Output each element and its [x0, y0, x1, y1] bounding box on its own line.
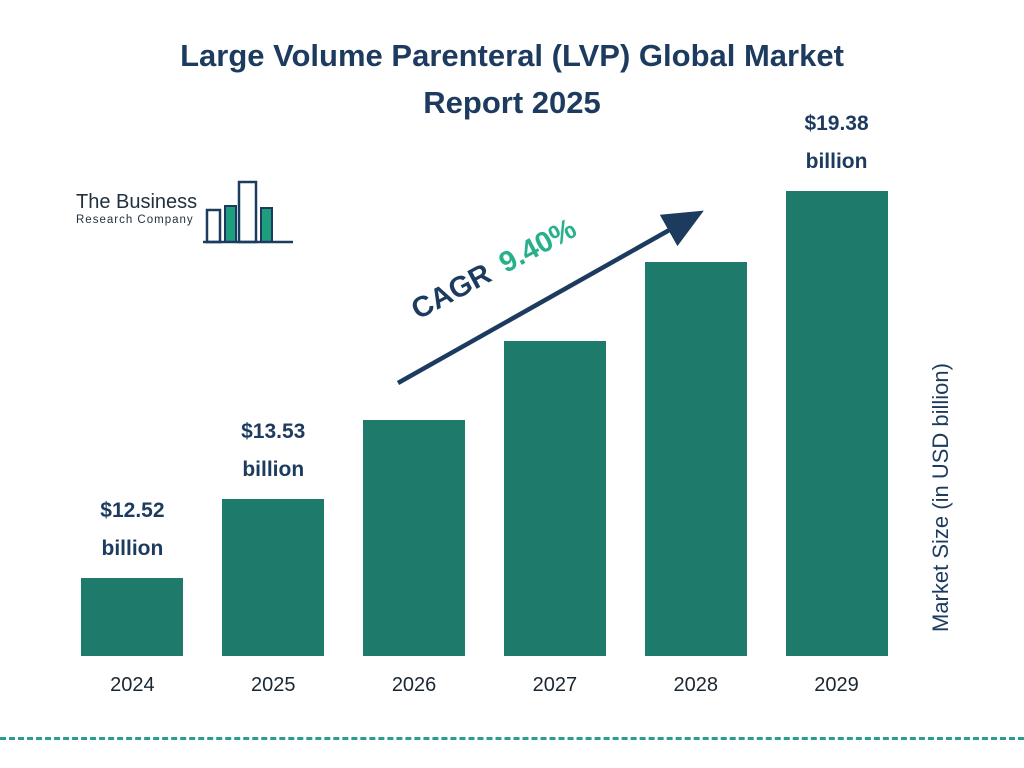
bar-unit-2029: billion: [805, 150, 868, 173]
bar-value-2029: $19.38: [804, 112, 869, 135]
bar-column-2027: 2027: [484, 105, 625, 697]
bar-2027: [503, 341, 606, 656]
x-tick-2026: 2026: [391, 674, 437, 696]
x-tick-2024: 2024: [110, 674, 155, 696]
bar-2028: [644, 262, 747, 656]
chart-title: Large Volume Parenteral (LVP) Global Mar…: [0, 32, 1024, 126]
bar-2024: [81, 578, 184, 656]
bar-column-2025: $13.53 billion 2025: [203, 105, 344, 697]
x-tick-2029: 2029: [814, 674, 859, 696]
bar-column-2028: 2028: [625, 105, 766, 697]
x-tick-2025: 2025: [250, 674, 296, 696]
company-logo-subtitle: Research Company: [76, 214, 194, 226]
bar-unit-2024: billion: [101, 537, 164, 560]
bar-value-label-2025: $13.53 billion: [241, 413, 305, 489]
company-logo-text: The Business Research Company: [76, 191, 197, 248]
bar-column-2024: $12.52 billion 2024: [62, 105, 203, 697]
bar-2029: [785, 191, 888, 656]
x-tick-2027: 2027: [532, 674, 578, 696]
bar-column-2026: 2026: [344, 105, 485, 697]
bar-unit-2025: billion: [242, 458, 305, 481]
bar-column-2029: $19.38 billion 2029: [766, 105, 907, 697]
company-logo: The Business Research Company: [76, 178, 295, 248]
bar-value-2024: $12.52: [100, 499, 165, 522]
bottom-dashed-divider: [0, 737, 1024, 740]
x-tick-2028: 2028: [673, 674, 718, 696]
bar-value-label-2024: $12.52 billion: [100, 492, 164, 568]
bar-2026: [363, 420, 466, 656]
company-logo-name: The Business: [76, 191, 198, 213]
chart-title-line2: Report 2025: [423, 85, 601, 120]
logo-bar-chart-icon: [203, 180, 294, 244]
y-axis-label: Market Size (in USD billion): [928, 363, 953, 632]
bar-chart: $12.52 billion 2024 $13.53 billion 2025 …: [62, 105, 907, 697]
chart-title-line1: Large Volume Parenteral (LVP) Global Mar…: [180, 38, 844, 73]
bar-value-label-2029: $19.38 billion: [804, 105, 868, 181]
bar-chart-columns: $12.52 billion 2024 $13.53 billion 2025 …: [62, 105, 907, 697]
bar-2025: [222, 499, 325, 656]
bar-value-2025: $13.53: [241, 420, 306, 443]
